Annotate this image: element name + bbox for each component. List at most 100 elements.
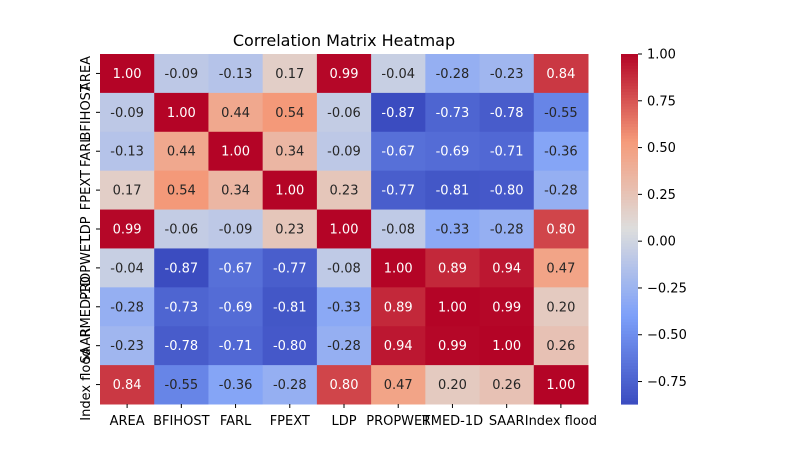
colorbar-segment [621, 59, 638, 64]
heatmap-cell-label-3-6: -0.81 [436, 184, 470, 199]
heatmap-cell-label-3-3: 1.00 [275, 184, 304, 199]
heatmap-cell-6-1 [154, 287, 209, 327]
heatmap-cell-8-1 [154, 365, 209, 405]
colorbar-segment [621, 124, 638, 128]
heatmap-cell-label-4-6: -0.33 [436, 223, 470, 238]
heatmap-cell-2-4 [316, 131, 372, 172]
heatmap-cell-label-4-5: -0.08 [381, 223, 415, 238]
heatmap-cell-label-6-5: 0.89 [384, 300, 413, 315]
colorbar-segment [621, 196, 638, 201]
heatmap-cell-3-1 [154, 170, 209, 211]
colorbar-segment [621, 176, 638, 181]
heatmap-cell-label-7-5: 0.94 [384, 339, 413, 354]
heatmap-cell-label-4-1: -0.06 [165, 223, 199, 238]
heatmap-cell-label-0-6: -0.28 [436, 67, 470, 82]
heatmap-cell-label-4-2: -0.09 [219, 223, 253, 238]
heatmap-cell-6-4 [316, 287, 372, 327]
heatmap-cell-1-6 [425, 92, 481, 133]
colorbar-segment [621, 255, 638, 259]
heatmap-cell-3-0 [100, 170, 155, 211]
heatmap-cell-1-4 [316, 92, 372, 133]
colorbar-segment [621, 269, 638, 274]
colorbar-segment [621, 363, 638, 367]
colorbar-segment [621, 299, 638, 303]
colorbar-tick-label-3: 0.25 [647, 188, 676, 203]
heatmap-cell-5-2 [208, 248, 264, 288]
heatmap-cell-5-8 [533, 248, 589, 288]
colorbar-segment [621, 74, 638, 78]
colorbar-segment [621, 68, 638, 73]
heatmap-cell-label-0-0: 1.00 [113, 67, 142, 82]
colorbar-segment [621, 249, 638, 253]
colorbar-segment [621, 266, 638, 271]
colorbar-segment [621, 331, 638, 335]
x-tick-label-5: PROPWET [366, 414, 430, 429]
heatmap-cell-label-5-8: 0.47 [546, 261, 575, 276]
heatmap-cell-label-8-0: 0.84 [113, 378, 142, 393]
colorbar-segment [621, 325, 638, 329]
colorbar-segment [621, 182, 638, 186]
colorbar-tick-label-5: −0.25 [647, 281, 687, 296]
heatmap-cell-6-8 [533, 287, 589, 327]
colorbar-segment [621, 371, 638, 376]
colorbar-segment [621, 322, 638, 326]
heatmap-cell-label-7-3: -0.80 [273, 339, 307, 354]
x-tick-label-8: Index flood [525, 414, 597, 429]
heatmap-cell-8-4 [316, 365, 372, 405]
y-tick-label-4: LDP [79, 216, 94, 241]
colorbar-segment [621, 319, 638, 323]
heatmap-cell-8-8 [533, 365, 589, 405]
colorbar-segment [621, 220, 638, 224]
heatmap-cell-2-5 [371, 131, 426, 172]
colorbar-segment [621, 205, 638, 210]
heatmap-cell-5-3 [262, 248, 318, 288]
heatmap-cell-0-8 [533, 54, 589, 94]
colorbar-segment [621, 170, 638, 175]
colorbar-segment [621, 121, 638, 125]
heatmap-cell-label-2-4: -0.09 [327, 145, 361, 160]
heatmap-cell-label-4-4: 1.00 [330, 223, 359, 238]
colorbar-segment [621, 284, 638, 288]
colorbar-segment [621, 336, 638, 341]
heatmap-cell-2-1 [154, 131, 209, 172]
heatmap-cell-label-7-2: -0.71 [219, 339, 253, 354]
heatmap-cell-label-6-1: -0.73 [165, 300, 199, 315]
colorbar-segment [621, 89, 638, 93]
heatmap-cell-6-2 [208, 287, 264, 327]
heatmap-cell-label-6-8: 0.20 [546, 300, 575, 315]
colorbar-segment [621, 386, 638, 391]
heatmap-cell-label-1-6: -0.73 [436, 106, 470, 121]
heatmap-cell-label-1-5: -0.87 [381, 106, 415, 121]
heatmap-cell-5-6 [425, 248, 481, 288]
heatmap-cell-7-8 [533, 326, 589, 366]
heatmap-cell-0-4 [316, 54, 372, 94]
heatmap-cell-label-0-5: -0.04 [381, 67, 415, 82]
colorbar-segment [621, 307, 638, 312]
heatmap-cell-label-2-0: -0.13 [110, 145, 144, 160]
heatmap-cells [100, 54, 589, 405]
heatmap-cell-4-5 [371, 209, 426, 249]
heatmap-cell-label-0-2: -0.13 [219, 67, 253, 82]
heatmap-cell-2-6 [425, 131, 481, 172]
colorbar-segment [621, 144, 638, 148]
heatmap-cell-1-7 [479, 92, 535, 133]
heatmap-cell-7-4 [316, 326, 372, 366]
heatmap-cell-label-1-3: 0.54 [275, 106, 304, 121]
y-tick-label-6: RMED-1D [79, 276, 94, 337]
colorbar-segment [621, 202, 638, 207]
colorbar-segment [621, 80, 638, 84]
colorbar-segment [621, 348, 638, 353]
colorbar-segment [621, 345, 638, 350]
heatmap-cell-2-8 [533, 131, 589, 172]
heatmap-cell-2-7 [479, 131, 535, 172]
colorbar-segment [621, 401, 638, 405]
colorbar-segment [621, 234, 638, 239]
heatmap-cell-8-7 [479, 365, 535, 405]
colorbar-segment [621, 211, 638, 216]
colorbar-segment [621, 214, 638, 218]
heatmap-cell-3-5 [371, 170, 426, 211]
heatmap-cell-4-0 [100, 209, 155, 249]
colorbar-tick-label-2: 0.50 [647, 141, 676, 156]
heatmap-cell-label-3-0: 0.17 [113, 184, 142, 199]
